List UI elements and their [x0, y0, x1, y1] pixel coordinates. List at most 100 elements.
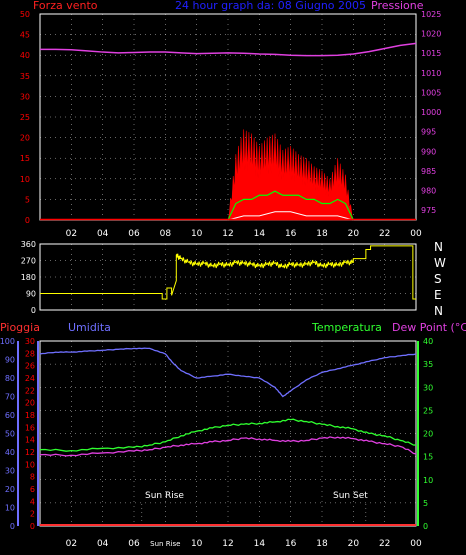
panel3-x-tick: 12 [222, 539, 233, 549]
dew-point-label: Dew Point (°C) [392, 321, 466, 334]
wind-gust-area [227, 129, 354, 221]
wind-min-line [227, 211, 354, 221]
temperature-tick: 15 [423, 453, 433, 462]
humidity-tick: 18 [25, 411, 35, 420]
wind-speed-label: Forza vento [33, 0, 98, 12]
temperature-line [39, 418, 417, 452]
temperature-tick: 30 [423, 383, 433, 392]
panel1-left-tick: 0 [25, 216, 30, 225]
panel1-right-tick: 980 [421, 187, 436, 196]
panel1-left-tick: 50 [20, 10, 30, 19]
temperature-tick: 10 [423, 476, 433, 485]
panel1-x-tick: 20 [348, 229, 360, 239]
rain-tick: 50 [5, 430, 15, 439]
panel2-y-tick: 0 [31, 306, 36, 315]
compass-e: E [434, 288, 442, 302]
compass-n-bottom: N [434, 304, 443, 318]
sun-rise-annotation: Sun Rise [145, 491, 184, 501]
panel3-x-tick: 14 [254, 539, 266, 549]
panel3-x-tick: Sun Rise [150, 540, 180, 548]
panel1-left-tick: 10 [20, 175, 30, 184]
rain-tick: 60 [5, 411, 15, 420]
panel1-x-tick: 18 [316, 229, 328, 239]
pressure-line [40, 42, 417, 57]
panel2-y-tick: 180 [21, 273, 36, 282]
temperature-label: Temperatura [311, 321, 382, 334]
panel1-left-tick: 35 [20, 72, 30, 81]
wind-avg-line [227, 190, 354, 221]
panel1-x-tick: 00 [410, 229, 422, 239]
humidity-tick: 8 [30, 473, 35, 482]
panel1-x-tick: 22 [379, 229, 390, 239]
panel1-right-tick: 1015 [421, 49, 441, 58]
panel1-left-tick: 45 [20, 31, 30, 40]
temperature-tick: 5 [423, 499, 428, 508]
plot-layer: 0510152025303540455097598098599099510001… [0, 10, 441, 549]
humidity-label: Umidita [68, 321, 111, 334]
panel3-x-tick: 22 [379, 539, 390, 549]
rain-tick: 20 [5, 485, 15, 494]
panel1-right-tick: 985 [421, 167, 436, 176]
panel3-x-tick: 02 [66, 539, 77, 549]
rain-tick: 10 [5, 504, 15, 513]
temperature-tick: 0 [423, 522, 428, 531]
panel1-right-tick: 1000 [421, 108, 441, 117]
humidity-tick: 20 [25, 399, 35, 408]
panel1-left-tick: 30 [20, 92, 30, 101]
compass-w: W [434, 256, 446, 270]
panel1-x-tick: 04 [97, 229, 109, 239]
panel3-x-tick: 20 [348, 539, 360, 549]
temperature-tick: 25 [423, 406, 433, 415]
humidity-tick: 24 [25, 374, 35, 383]
humidity-tick: 28 [25, 349, 35, 358]
panel1-x-tick: 10 [191, 229, 203, 239]
humidity-line [39, 347, 417, 398]
humidity-tick: 14 [25, 436, 35, 445]
panel2-frame [39, 243, 417, 311]
panel1-x-tick: 16 [285, 229, 297, 239]
panel1-x-tick: 14 [254, 229, 266, 239]
panel1-right-tick: 995 [421, 128, 436, 137]
panel1-left-tick: 25 [20, 113, 30, 122]
humidity-tick: 6 [30, 485, 35, 494]
rain-tick: 80 [5, 374, 15, 383]
panel2-y-tick: 90 [26, 290, 36, 299]
panel1-right-tick: 975 [421, 206, 436, 215]
rain-label: Pioggia [0, 321, 40, 334]
panel2-y-tick: 360 [21, 240, 36, 249]
humidity-tick: 10 [25, 460, 35, 469]
humidity-tick: 0 [30, 522, 35, 531]
panel3-x-tick: 00 [410, 539, 422, 549]
rain-tick: 90 [5, 356, 15, 365]
panel2-y-tick: 270 [21, 257, 36, 266]
panel1-left-tick: 15 [20, 154, 30, 163]
panel3-x-tick: 18 [316, 539, 328, 549]
rain-tick: 30 [5, 467, 15, 476]
panel1-x-tick: 12 [222, 229, 233, 239]
dew-point-line [39, 436, 417, 457]
temperature-tick: 40 [423, 337, 433, 346]
rain-tick: 0 [10, 522, 15, 531]
panel1-x-tick: 02 [66, 229, 77, 239]
humidity-tick: 30 [25, 337, 35, 346]
panel1-x-tick: 06 [128, 229, 140, 239]
pressure-label: Pressione [371, 0, 424, 12]
wind-direction-line [40, 245, 416, 300]
compass-s: S [434, 272, 442, 286]
humidity-tick: 4 [30, 497, 35, 506]
panel1-left-tick: 20 [20, 134, 30, 143]
sun-set-annotation: Sun Set [333, 491, 368, 501]
panel3-x-tick: 16 [285, 539, 297, 549]
panel1-left-tick: 5 [25, 195, 30, 204]
temperature-tick: 20 [423, 430, 433, 439]
chart-title: 24 hour graph da: 08 Giugno 2005 [175, 0, 366, 12]
panel1-right-tick: 1020 [421, 30, 441, 39]
panel3-x-tick: 06 [128, 539, 140, 549]
panel1-right-tick: 1010 [421, 69, 441, 78]
humidity-tick: 16 [25, 423, 35, 432]
panel1-x-tick: 08 [160, 229, 172, 239]
panel1-right-tick: 1025 [421, 10, 441, 19]
panel1-right-tick: 990 [421, 147, 436, 156]
temperature-tick: 35 [423, 360, 433, 369]
